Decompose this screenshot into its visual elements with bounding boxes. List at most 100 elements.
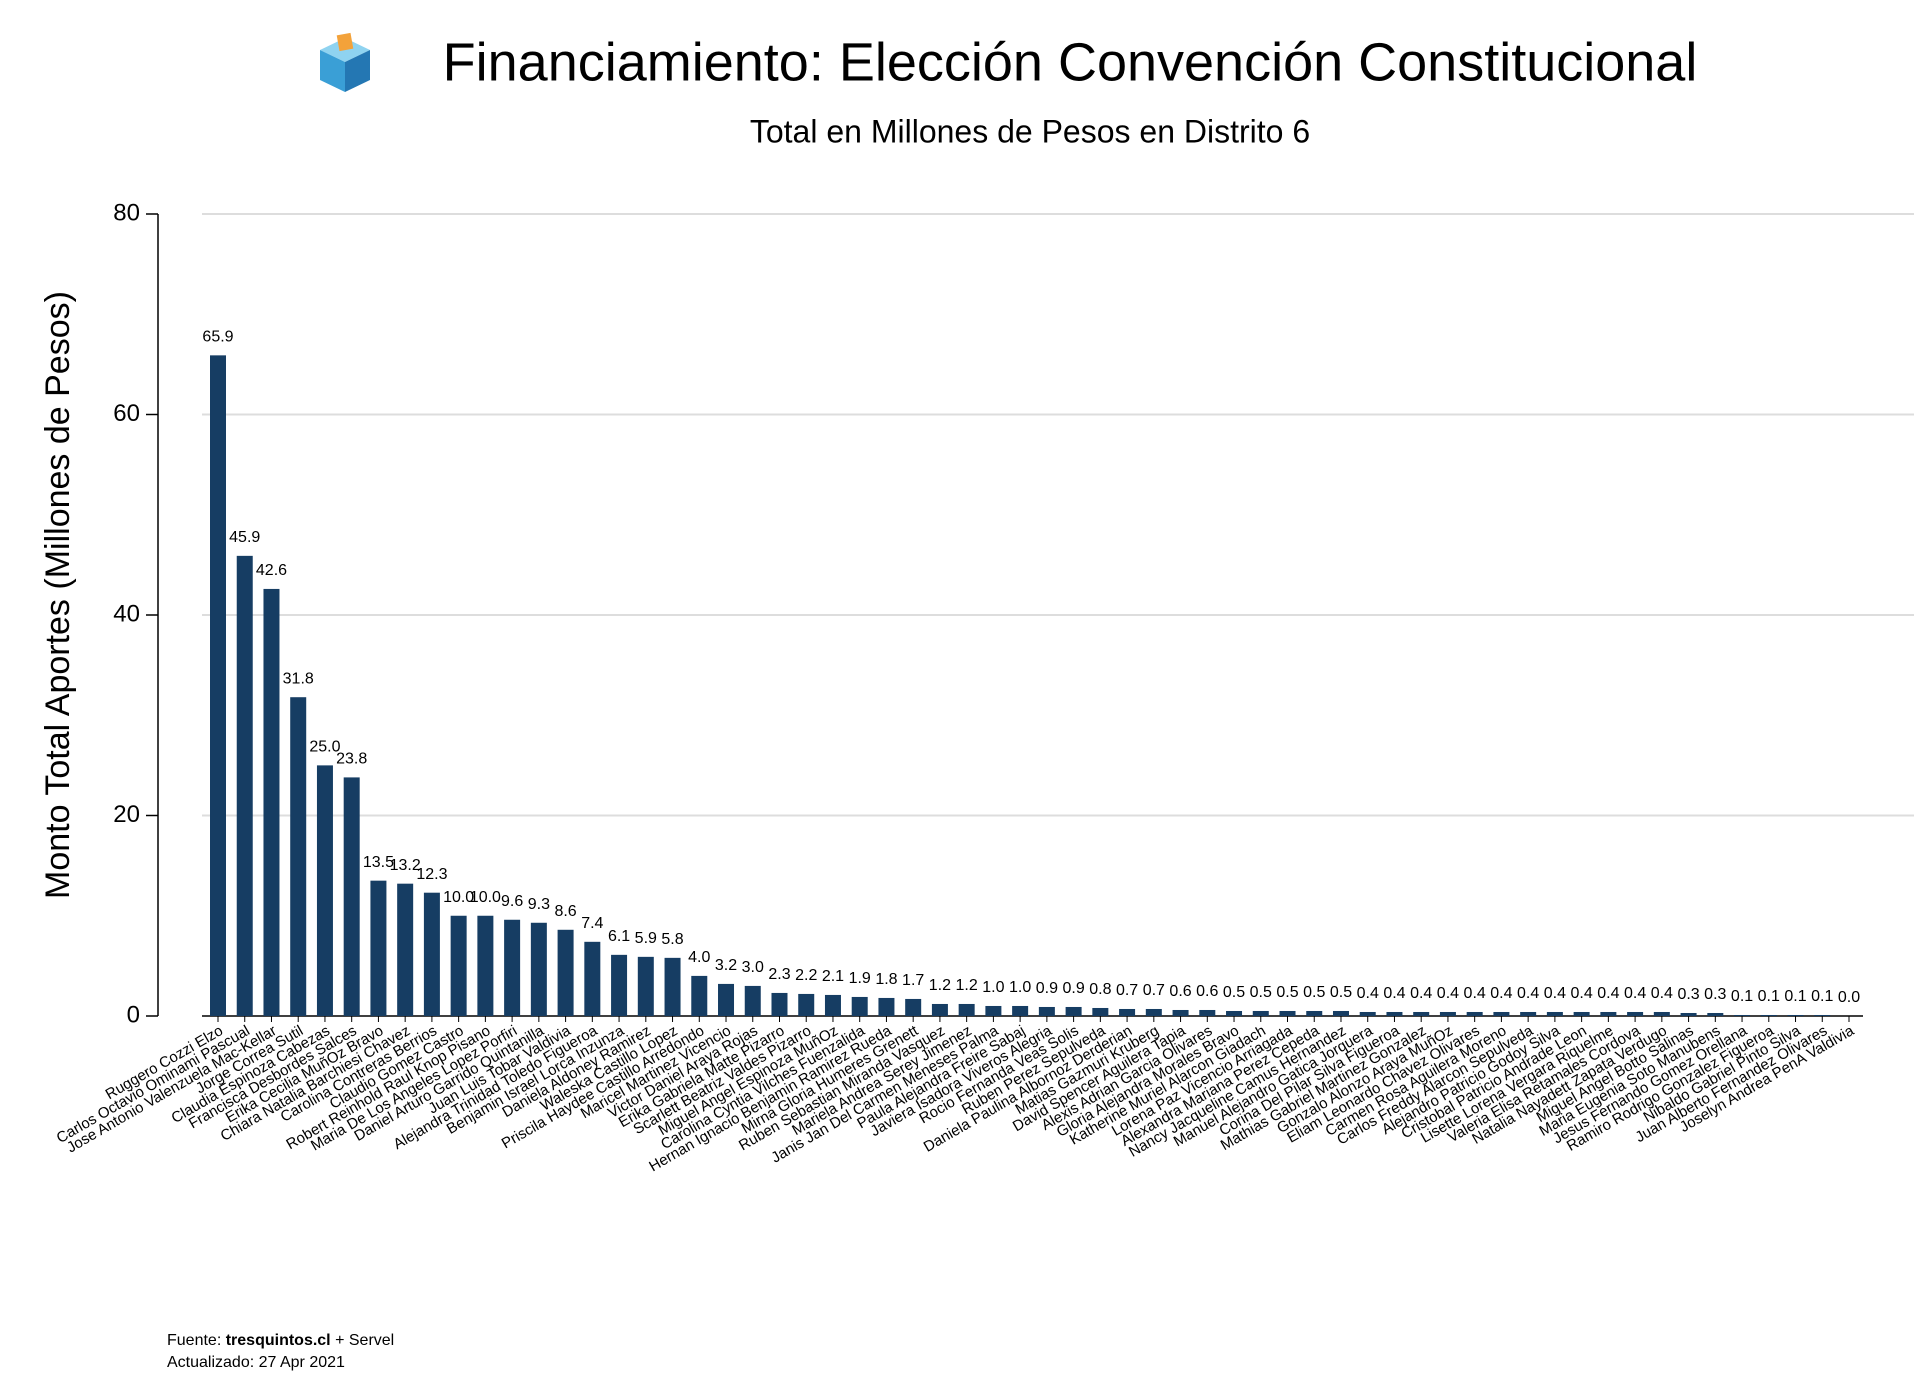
bar	[1787, 1014, 1804, 1016]
bar	[210, 355, 226, 1016]
value-label: 0.5	[1250, 984, 1272, 1001]
updated: Actualizado: 27 Apr 2021	[167, 1354, 345, 1371]
bar	[1573, 1011, 1590, 1016]
bar	[771, 992, 788, 1016]
bar	[611, 954, 628, 1016]
value-label: 10.0	[443, 889, 474, 906]
bar	[798, 993, 815, 1016]
value-label: 42.6	[256, 562, 287, 579]
source: Fuente: tresquintos.cl + Servel	[167, 1332, 394, 1349]
value-label: 0.7	[1116, 982, 1138, 999]
bar	[958, 1003, 975, 1016]
bar	[1439, 1011, 1456, 1016]
bar	[1038, 1006, 1055, 1016]
source-name: tresquintos.cl	[226, 1332, 331, 1349]
value-label: 13.5	[363, 854, 394, 871]
value-label: 0.1	[1811, 988, 1833, 1005]
bar	[1680, 1012, 1697, 1016]
value-label: 5.8	[661, 931, 683, 948]
bar	[1814, 1014, 1831, 1016]
value-label: 0.4	[1517, 985, 1539, 1002]
value-label: 0.8	[1089, 981, 1111, 998]
value-label: 0.1	[1784, 988, 1806, 1005]
bar	[477, 915, 494, 1016]
value-label: 1.8	[875, 971, 897, 988]
value-label: 3.0	[742, 959, 764, 976]
bar	[290, 697, 307, 1016]
value-label: 0.5	[1330, 984, 1352, 1001]
bar	[236, 555, 253, 1016]
value-label: 0.4	[1544, 985, 1566, 1002]
value-label: 0.4	[1464, 985, 1486, 1002]
value-label: 12.3	[416, 866, 447, 883]
value-label: 3.2	[715, 957, 737, 974]
value-label: 0.1	[1731, 988, 1753, 1005]
y-tick-label: 80	[113, 199, 140, 226]
bar	[263, 588, 280, 1016]
y-tick-label: 40	[113, 600, 140, 627]
bar	[1600, 1011, 1617, 1016]
value-label: 1.2	[956, 977, 978, 994]
value-label: 1.7	[902, 972, 924, 989]
value-label: 23.8	[336, 751, 367, 768]
bar	[1252, 1010, 1269, 1016]
value-label: 0.9	[1036, 980, 1058, 997]
bar	[1359, 1011, 1376, 1016]
bar	[851, 996, 868, 1016]
bar	[1707, 1012, 1724, 1016]
value-label: 6.1	[608, 928, 630, 945]
value-label: 0.5	[1276, 984, 1298, 1001]
bar	[1653, 1011, 1670, 1016]
bar	[1413, 1011, 1430, 1016]
value-label: 8.6	[554, 903, 576, 920]
chart-title: Financiamiento: Elección Convención Cons…	[443, 32, 1698, 92]
bar	[691, 975, 708, 1016]
value-label: 13.2	[390, 857, 421, 874]
bar	[1145, 1008, 1162, 1016]
bar	[1119, 1008, 1136, 1016]
value-label: 5.9	[635, 930, 657, 947]
value-label: 0.4	[1410, 985, 1432, 1002]
bar	[1199, 1009, 1216, 1016]
bar	[718, 983, 735, 1016]
bar	[1760, 1014, 1777, 1016]
value-label: 65.9	[202, 329, 233, 346]
bar	[664, 957, 681, 1016]
value-label: 2.1	[822, 968, 844, 985]
bar	[878, 997, 895, 1016]
value-label: 0.5	[1223, 984, 1245, 1001]
bar	[637, 956, 654, 1016]
value-label: 0.3	[1677, 986, 1699, 1003]
bar	[370, 880, 387, 1016]
bar	[1627, 1011, 1644, 1016]
bar	[1065, 1006, 1082, 1016]
value-label: 0.3	[1704, 986, 1726, 1003]
bar	[1092, 1007, 1109, 1016]
value-label: 31.8	[283, 670, 314, 687]
value-label: 1.2	[929, 977, 951, 994]
bar	[1226, 1010, 1243, 1016]
bar	[316, 765, 333, 1016]
bar	[905, 998, 922, 1016]
value-label: 0.1	[1758, 988, 1780, 1005]
bar	[744, 985, 761, 1016]
value-label: 10.0	[470, 889, 501, 906]
y-axis-label: Monto Total Aportes (Millones de Pesos)	[39, 291, 77, 899]
value-label: 1.0	[982, 979, 1004, 996]
bar	[584, 941, 601, 1016]
value-label: 0.5	[1303, 984, 1325, 1001]
bar	[1012, 1005, 1029, 1016]
value-label: 1.0	[1009, 979, 1031, 996]
value-label: 0.4	[1570, 985, 1592, 1002]
bar	[1279, 1010, 1296, 1016]
value-label: 0.4	[1383, 985, 1405, 1002]
bar	[985, 1005, 1002, 1016]
bar	[1734, 1014, 1751, 1016]
y-tick-label: 0	[127, 1001, 140, 1028]
value-label: 0.4	[1490, 985, 1512, 1002]
value-label: 4.0	[688, 949, 710, 966]
value-label: 25.0	[309, 739, 340, 756]
value-label: 0.4	[1597, 985, 1619, 1002]
value-label: 9.3	[528, 896, 550, 913]
